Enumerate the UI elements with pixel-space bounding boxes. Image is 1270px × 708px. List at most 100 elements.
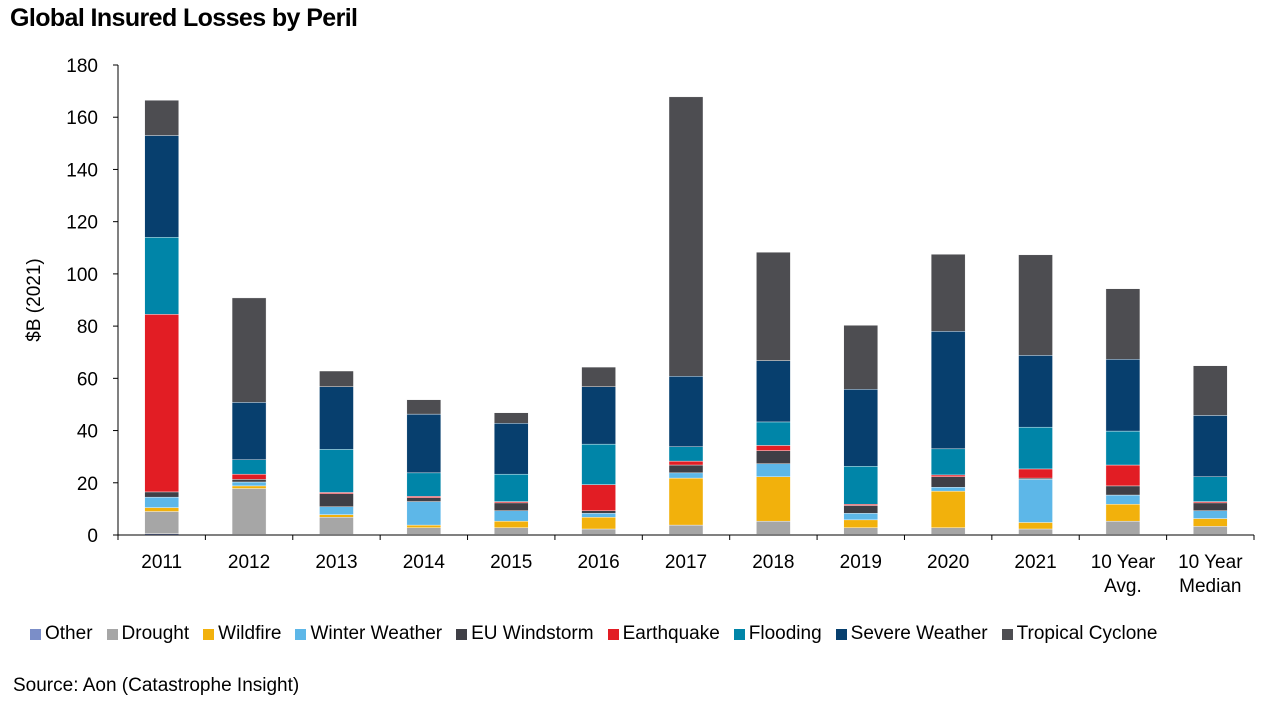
bar-segment-flooding xyxy=(319,449,354,493)
bar-segment-earthquake xyxy=(144,314,179,493)
bar-segment-earthquake xyxy=(756,445,791,451)
bar-segment-earthquake xyxy=(668,460,704,466)
bar-segment-flooding xyxy=(1193,476,1228,502)
bar-segment-drought xyxy=(843,527,878,535)
bar-segment-tropical-cyclone xyxy=(843,325,878,390)
bar-segment-drought xyxy=(756,520,791,535)
bar-segment-eu-windstorm xyxy=(1193,502,1228,511)
legend-label: Severe Weather xyxy=(850,623,988,644)
bar-segment-tropical-cyclone xyxy=(1018,254,1053,356)
bar-segment-wildfire xyxy=(319,514,354,518)
bar-segment-severe-weather xyxy=(231,402,267,461)
bar-segment-severe-weather xyxy=(1018,355,1053,428)
bar-segment-winter-weather xyxy=(756,463,791,477)
bar-segment-drought xyxy=(930,527,966,535)
legend-label: Tropical Cyclone xyxy=(1016,623,1158,644)
bar-segment-earthquake xyxy=(1018,468,1053,479)
y-tick-label: 20 xyxy=(77,474,98,495)
bar-segment-winter-weather xyxy=(1018,479,1053,523)
bar-segment-flooding xyxy=(494,473,529,502)
bar-segment-tropical-cyclone xyxy=(581,366,616,387)
x-tick-label: 2018 xyxy=(752,552,794,573)
x-tick-label: 2017 xyxy=(665,552,707,573)
y-tick-label: 60 xyxy=(77,369,98,390)
bar-segment-tropical-cyclone xyxy=(1105,288,1141,360)
bar-segment-severe-weather xyxy=(1105,359,1141,432)
legend-label: EU Windstorm xyxy=(471,623,594,644)
bar-segment-wildfire xyxy=(494,520,529,528)
legend: Other Drought Wildfire Winter Weather EU Win… xyxy=(30,623,1171,645)
x-tick-label: 10 Year xyxy=(1178,552,1243,573)
bar-segment-flooding xyxy=(406,472,442,497)
y-tick-label: 180 xyxy=(66,56,98,77)
bar-segment-wildfire xyxy=(144,507,179,512)
bar-segment-drought xyxy=(494,527,529,535)
bar-segment-wildfire xyxy=(930,490,966,528)
bar-segment-severe-weather xyxy=(406,413,442,474)
bar-segment-winter-weather xyxy=(319,506,354,515)
bar-segment-drought xyxy=(406,527,442,535)
legend-item: Wildfire xyxy=(203,623,281,645)
legend-label: Flooding xyxy=(748,623,822,644)
legend-item: Severe Weather xyxy=(835,623,988,645)
bar-segment-flooding xyxy=(144,237,179,315)
legend-label: Other xyxy=(45,623,93,644)
bar-segment-flooding xyxy=(1105,430,1141,466)
y-axis-label: $B (2021) xyxy=(24,258,45,341)
bar-segment-eu-windstorm xyxy=(319,493,354,508)
bar-segment-severe-weather xyxy=(668,376,704,447)
bar-segment-wildfire xyxy=(668,477,704,526)
x-tick-label: 2019 xyxy=(840,552,882,573)
bar-segment-earthquake xyxy=(231,473,267,480)
bar-segment-earthquake xyxy=(1105,464,1141,487)
bar-segment-eu-windstorm xyxy=(494,502,529,511)
bar-segment-tropical-cyclone xyxy=(930,254,966,332)
bar-segment-wildfire xyxy=(231,485,267,489)
bar-segment-winter-weather xyxy=(144,496,179,508)
bar-segment-flooding xyxy=(756,421,791,446)
bar-segment-flooding xyxy=(581,443,616,485)
bar-segment-severe-weather xyxy=(930,331,966,450)
x-tick-label: 2021 xyxy=(1014,552,1056,573)
x-tick-label: Avg. xyxy=(1104,576,1142,597)
bar-segment-earthquake xyxy=(930,474,966,477)
bar-segment-wildfire xyxy=(406,524,442,528)
bar-segment-severe-weather xyxy=(144,135,179,238)
bar-segment-winter-weather xyxy=(406,501,442,526)
x-tick-label: 2012 xyxy=(228,552,270,573)
bar-segment-wildfire xyxy=(843,519,878,528)
bar-segment-eu-windstorm xyxy=(581,510,616,514)
bar-segment-winter-weather xyxy=(1193,510,1228,519)
bar-segment-eu-windstorm xyxy=(756,450,791,464)
bar-segment-tropical-cyclone xyxy=(756,252,791,361)
legend-swatch xyxy=(106,628,118,640)
bar-segment-eu-windstorm xyxy=(843,505,878,514)
bar-segment-eu-windstorm xyxy=(231,479,267,483)
x-axis: 2011 2012 2013 2014 2015 2016 2017 2018 2019 2020… xyxy=(117,534,1255,597)
x-tick-label: 10 Year xyxy=(1091,552,1156,573)
bar-segment-severe-weather xyxy=(843,389,878,467)
y-tick-label: 40 xyxy=(77,422,98,443)
bar-segment-tropical-cyclone xyxy=(1193,365,1228,416)
legend-item: Drought xyxy=(106,623,190,645)
bar-stacks xyxy=(144,96,1228,536)
bar-segment-drought xyxy=(319,517,354,535)
chart-title: Global Insured Losses by Peril xyxy=(10,4,358,32)
legend-swatch xyxy=(203,628,215,640)
bar-segment-tropical-cyclone xyxy=(494,412,529,424)
legend-label: Drought xyxy=(121,623,190,644)
bar-segment-drought xyxy=(1018,528,1053,535)
legend-label: Wildfire xyxy=(218,623,282,644)
source-note: Source: Aon (Catastrophe Insight) xyxy=(13,675,300,696)
y-tick-label: 80 xyxy=(77,317,98,338)
legend-swatch xyxy=(733,628,745,640)
y-tick-label: 100 xyxy=(66,265,98,286)
x-tick-label: 2016 xyxy=(577,552,619,573)
bar-segment-drought xyxy=(668,524,704,535)
bar-segment-drought xyxy=(1193,526,1228,535)
bar-segment-severe-weather xyxy=(494,423,529,475)
legend-swatch xyxy=(607,628,619,640)
bar-segment-winter-weather xyxy=(494,510,529,522)
bar-segment-eu-windstorm xyxy=(930,476,966,488)
